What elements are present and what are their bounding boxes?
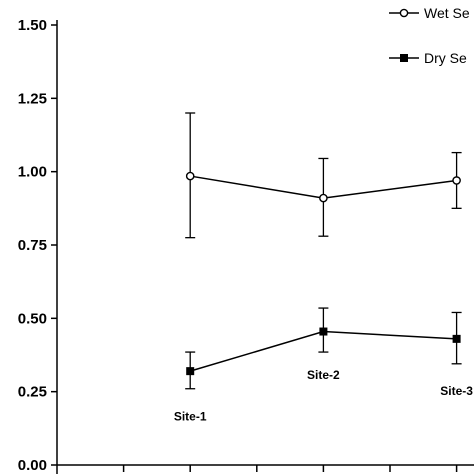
legend-marker-square bbox=[400, 54, 408, 62]
series-layer bbox=[185, 112, 462, 390]
data-point-circle bbox=[319, 193, 328, 203]
labels-layer: Site-1 Site-2 Site-3 bbox=[174, 368, 473, 424]
data-point-circle bbox=[185, 171, 195, 181]
axes: 0.00 0.25 0.50 0.75 1.00 1.25 1.50 bbox=[18, 17, 474, 474]
y-tick-label: 0.00 bbox=[18, 457, 47, 474]
series-dry bbox=[185, 307, 462, 390]
legend-item-dry: Dry Se bbox=[389, 50, 467, 66]
y-tick-label: 0.50 bbox=[18, 310, 47, 327]
y-tick-label: 1.50 bbox=[18, 17, 47, 34]
site-label: Site-2 bbox=[307, 368, 340, 382]
legend-label: Dry Se bbox=[424, 50, 467, 66]
y-tick-label: 1.00 bbox=[18, 164, 47, 181]
y-tick-label: 0.25 bbox=[18, 384, 47, 401]
data-point-square bbox=[452, 334, 461, 343]
data-point-square bbox=[186, 367, 195, 376]
site-label: Site-1 bbox=[174, 410, 207, 424]
series-wet bbox=[185, 112, 462, 239]
legend-marker-circle bbox=[399, 8, 409, 18]
legend-item-wet: Wet Se bbox=[389, 5, 470, 21]
legend-label: Wet Se bbox=[424, 5, 470, 21]
y-tick-label: 1.25 bbox=[18, 90, 47, 107]
site-label: Site-3 bbox=[440, 384, 473, 398]
legend: Wet Se Dry Se bbox=[389, 5, 470, 66]
data-point-square bbox=[319, 327, 328, 336]
y-tick-label: 0.75 bbox=[18, 237, 47, 254]
data-point-circle bbox=[452, 176, 461, 185]
